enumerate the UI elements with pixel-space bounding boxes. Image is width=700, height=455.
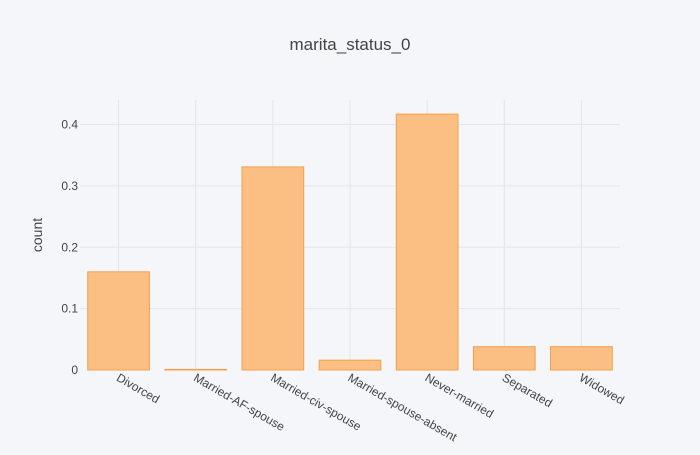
chart-title: marita_status_0 bbox=[290, 35, 411, 54]
bar-separated[interactable] bbox=[472, 346, 536, 371]
y-tick-label: 0.3 bbox=[61, 179, 78, 193]
y-tick-label: 0.1 bbox=[61, 302, 78, 316]
y-tick-label: 0.4 bbox=[61, 118, 78, 132]
y-tick-label: 0.2 bbox=[61, 240, 78, 254]
bar-married-spouse-absent[interactable] bbox=[318, 359, 382, 371]
y-axis-ticks: 0 0.1 0.2 0.3 0.4 bbox=[61, 118, 78, 377]
bars bbox=[87, 113, 613, 371]
bar-divorced[interactable] bbox=[87, 271, 150, 371]
bar-never-married[interactable] bbox=[395, 113, 459, 371]
bar-widowed[interactable] bbox=[550, 346, 613, 371]
bar-married-civ-spouse[interactable] bbox=[241, 166, 305, 371]
y-tick-label: 0 bbox=[71, 363, 78, 377]
bar-married-af-spouse[interactable] bbox=[164, 368, 228, 371]
y-axis-title: count bbox=[29, 218, 45, 252]
